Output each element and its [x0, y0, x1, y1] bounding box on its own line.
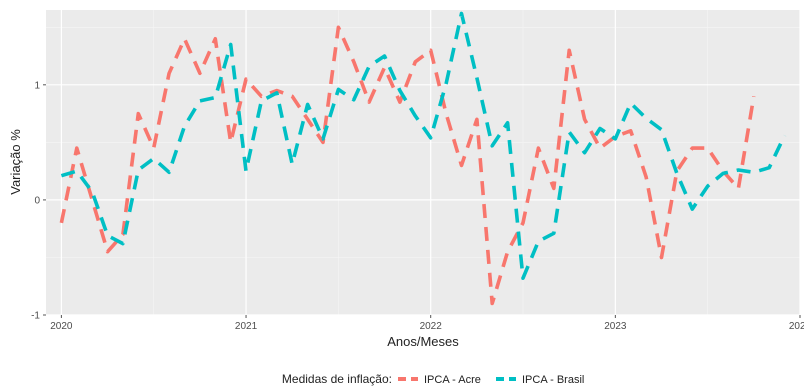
grid-minor: [46, 10, 800, 315]
x-tick-label: 2022: [420, 321, 443, 332]
y-tick-label: -1: [31, 311, 40, 322]
grid-major: [46, 10, 801, 316]
legend-title: Medidas de inflação:: [282, 372, 392, 386]
x-tick-label: 2021: [235, 321, 258, 332]
y-axis-title: Variação %: [8, 129, 23, 195]
series-line-ipca-brasil: [60, 11, 787, 281]
x-tick-label: 2024: [789, 321, 804, 332]
x-tick-label: 2023: [604, 321, 627, 332]
y-axis-ticks: -1 0 1: [31, 80, 46, 322]
series-line-ipca-acre: [59, 25, 756, 306]
y-tick-label: 1: [34, 80, 40, 91]
x-axis-title: Anos/Meses: [387, 334, 459, 349]
legend-label-ipca-acre: IPCA - Acre: [424, 374, 481, 386]
legend: Medidas de inflação: IPCA - Acre IPCA - …: [282, 372, 584, 386]
series-layer: [59, 11, 787, 306]
y-tick-label: 0: [34, 195, 40, 206]
x-tick-label: 2020: [50, 321, 73, 332]
legend-label-ipca-brasil: IPCA - Brasil: [522, 374, 584, 386]
x-axis-ticks: 2020 2021 2022 2023 2024: [50, 315, 804, 332]
